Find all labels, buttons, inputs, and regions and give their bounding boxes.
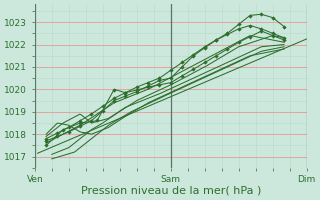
X-axis label: Pression niveau de la mer( hPa ): Pression niveau de la mer( hPa ) (81, 186, 261, 196)
